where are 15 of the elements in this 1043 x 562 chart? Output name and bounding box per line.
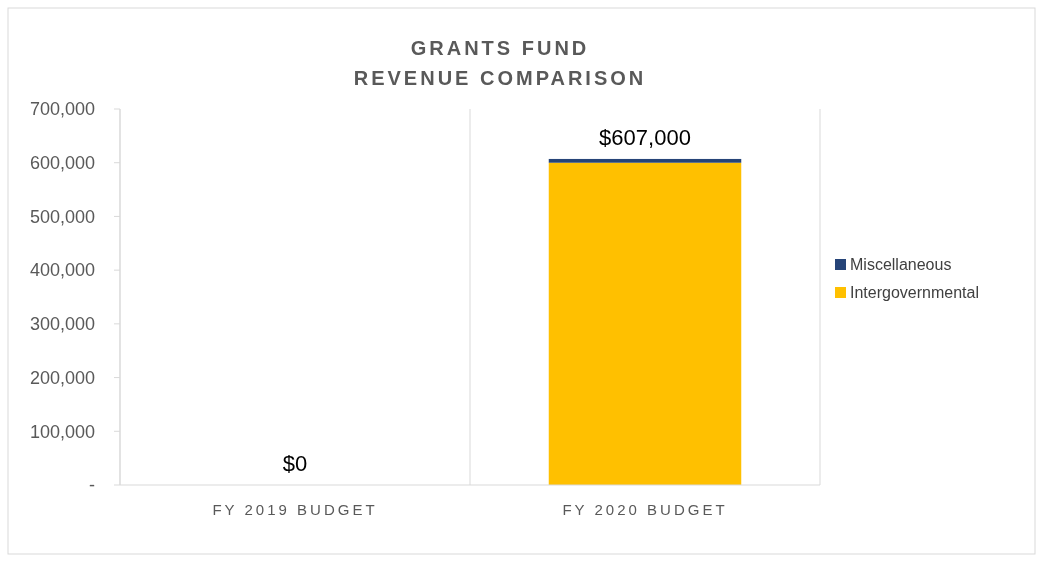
chart-title: GRANTS FUND REVENUE COMPARISON bbox=[353, 37, 647, 89]
legend-label: Miscellaneous bbox=[850, 255, 952, 273]
x-tick-label: FY 2019 BUDGET bbox=[212, 501, 378, 518]
total-label: $0 bbox=[282, 451, 308, 476]
y-tick-label: 700,000 bbox=[29, 99, 95, 120]
y-tick-label: 300,000 bbox=[29, 314, 95, 335]
total-label: $607,000 bbox=[599, 124, 691, 150]
legend-label: Intergovernmental bbox=[850, 283, 979, 301]
y-tick-label: 100,000 bbox=[29, 421, 95, 442]
y-tick-label: 400,000 bbox=[29, 260, 95, 281]
y-tick-label: - bbox=[89, 475, 95, 496]
x-tick-label: FY 2020 BUDGET bbox=[562, 501, 728, 518]
y-tick-label: 600,000 bbox=[29, 153, 95, 174]
y-tick-label: 500,000 bbox=[29, 206, 95, 227]
y-tick-label: 200,000 bbox=[29, 367, 95, 388]
